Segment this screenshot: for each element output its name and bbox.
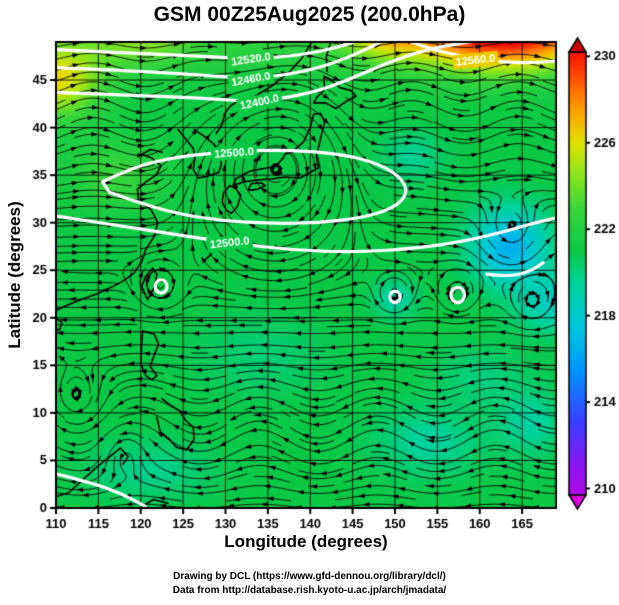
chart-title: GSM 00Z25Aug2025 (200.0hPa) (153, 3, 466, 26)
y-axis-label: Latitude (degrees) (5, 201, 24, 349)
x-axis-label: Longitude (degrees) (224, 532, 388, 551)
credit-line-1: Drawing by DCL (https://www.gfd-dennou.o… (173, 571, 446, 582)
credit-line-2: Data from http://database.rish.kyoto-u.a… (172, 585, 447, 596)
